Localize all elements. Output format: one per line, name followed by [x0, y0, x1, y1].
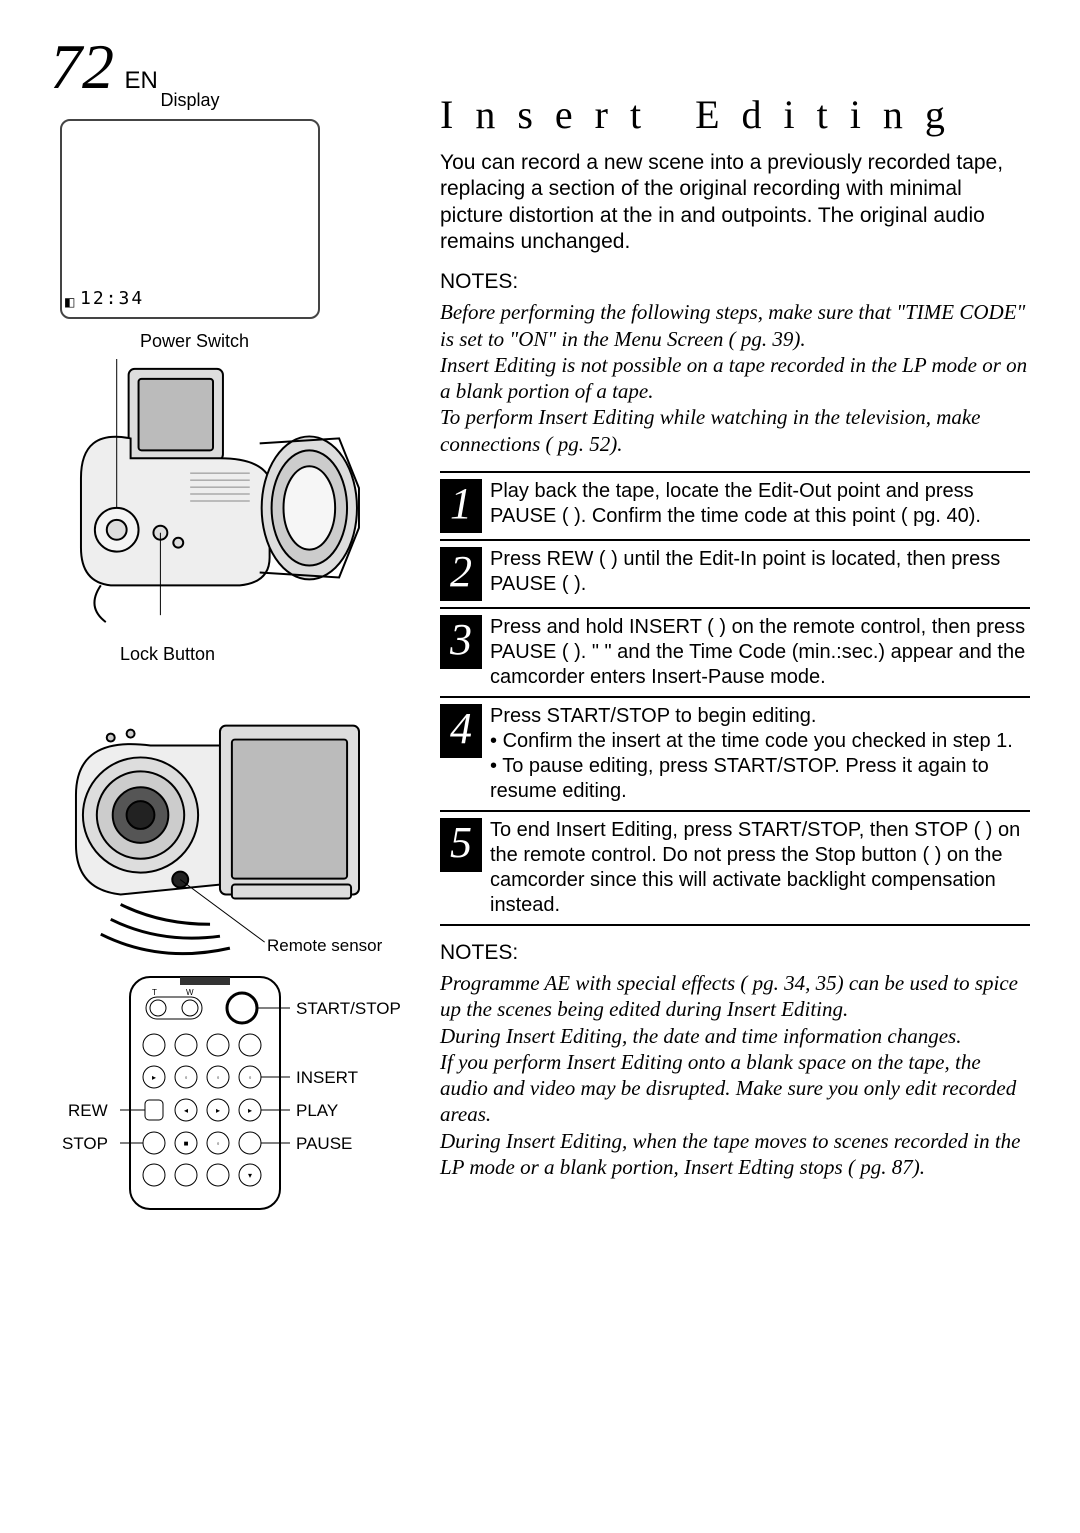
step-number: 5	[440, 818, 482, 872]
svg-text:▸: ▸	[248, 1106, 252, 1115]
svg-text:◂: ◂	[184, 1106, 188, 1115]
step-body: Press and hold INSERT ( ) on the remote …	[490, 615, 1030, 690]
svg-text:▸: ▸	[152, 1073, 156, 1082]
step-number: 4	[440, 704, 482, 758]
remote-label-startstop: START/STOP	[296, 999, 401, 1019]
step-number: 2	[440, 547, 482, 601]
step-body: Press REW ( ) until the Edit-In point is…	[490, 547, 1030, 597]
section-title: Insert Editing	[440, 90, 1030, 140]
step-bullet: Confirm the insert at the time code you …	[490, 729, 1030, 754]
svg-text:W: W	[186, 988, 194, 997]
svg-text:▸: ▸	[216, 1106, 220, 1115]
display-illustration: ◧ 12:34	[60, 119, 320, 319]
display-timecode: 12:34	[80, 288, 144, 309]
intro-paragraph: You can record a new scene into a previo…	[440, 150, 1030, 255]
notes-heading-2: NOTES:	[440, 940, 1030, 966]
notes-before: Before performing the following steps, m…	[440, 299, 1030, 457]
svg-text:◦: ◦	[217, 1073, 220, 1082]
step-body: Press START/STOP to begin editing.Confir…	[490, 704, 1030, 804]
display-label: Display	[60, 90, 320, 111]
notes-heading-1: NOTES:	[440, 269, 1030, 295]
remote-label-play: PLAY	[296, 1101, 338, 1121]
step: 4Press START/STOP to begin editing.Confi…	[440, 698, 1030, 812]
remote-label-insert: INSERT	[296, 1068, 358, 1088]
svg-text:◦: ◦	[217, 1139, 220, 1148]
right-column: Insert Editing You can record a new scen…	[440, 90, 1030, 1194]
notes-after-block: NOTES: Programme AE with special effects…	[440, 940, 1030, 1180]
power-switch-label: Power Switch	[140, 331, 420, 352]
step-bullet: To pause editing, press START/STOP. Pres…	[490, 754, 1030, 804]
svg-text:▾: ▾	[248, 1171, 252, 1180]
display-tc-icon: ◧	[64, 295, 75, 309]
step: 2Press REW ( ) until the Edit-In point i…	[440, 541, 1030, 609]
lock-button-label: Lock Button	[120, 644, 420, 665]
remote-label-rew: REW	[68, 1101, 108, 1121]
step: 1Play back the tape, locate the Edit-Out…	[440, 473, 1030, 541]
remote-label-stop: STOP	[62, 1134, 108, 1154]
remote-sensor-label: Remote sensor	[267, 936, 382, 956]
svg-text:◦: ◦	[249, 1073, 252, 1082]
step: 3Press and hold INSERT ( ) on the remote…	[440, 609, 1030, 698]
step-number: 1	[440, 479, 482, 533]
step-body: Play back the tape, locate the Edit-Out …	[490, 479, 1030, 529]
svg-text:■: ■	[184, 1139, 189, 1148]
svg-text:T: T	[152, 988, 157, 997]
notes-after: Programme AE with special effects ( pg. …	[440, 970, 1030, 1180]
step-number: 3	[440, 615, 482, 669]
svg-text:◦: ◦	[185, 1073, 188, 1082]
remote-illustration: T W ▸ ◦ ◦ ◦ ◂ ▸ ▸ ■ ◦ ▾	[60, 975, 400, 1255]
camera-rear-illustration	[60, 358, 370, 638]
left-column: Display ◧ 12:34 Power Switch	[50, 90, 420, 1255]
step: 5To end Insert Editing, press START/STOP…	[440, 812, 1030, 926]
camera-front-illustration: Remote sensor	[60, 675, 370, 965]
step-body: To end Insert Editing, press START/STOP,…	[490, 818, 1030, 918]
remote-label-pause: PAUSE	[296, 1134, 352, 1154]
steps-list: 1Play back the tape, locate the Edit-Out…	[440, 471, 1030, 926]
